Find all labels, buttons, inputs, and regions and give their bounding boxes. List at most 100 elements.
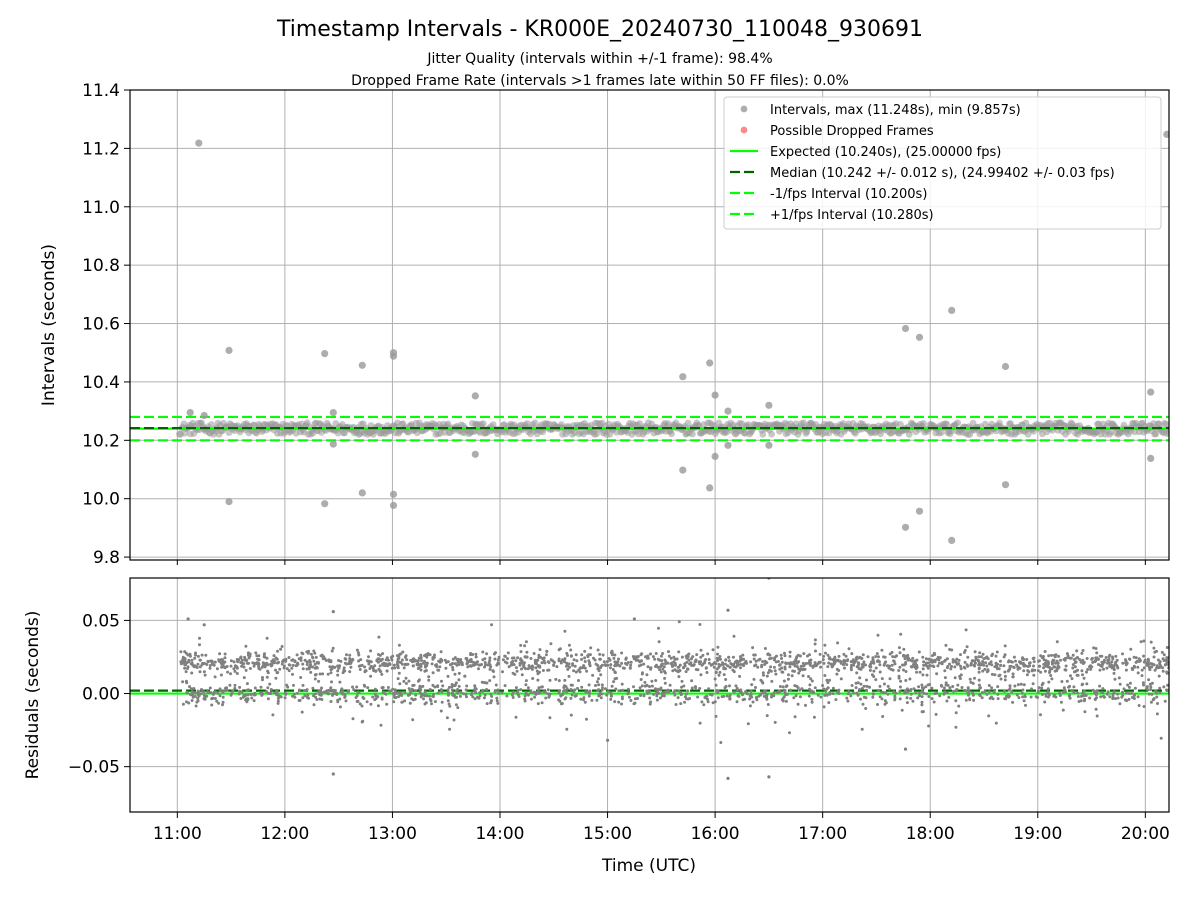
residual-point (1068, 656, 1072, 660)
residual-point (390, 658, 394, 662)
residual-point (451, 665, 455, 669)
residual-point (915, 663, 919, 667)
residual-point (265, 675, 269, 679)
residual-point (204, 653, 208, 657)
residual-point (654, 679, 658, 682)
residual-point (693, 660, 697, 664)
residual-point (552, 663, 556, 667)
residual-point (1157, 674, 1161, 678)
residual-point (483, 693, 487, 697)
residual-point (677, 650, 681, 654)
x-tick-label: 11:00 (153, 824, 202, 844)
residual-point (954, 699, 958, 703)
residual-point (331, 646, 335, 650)
residual-point (606, 663, 610, 667)
residual-point (748, 694, 752, 698)
residual-point (424, 701, 428, 705)
residual-point (420, 659, 423, 662)
residual-point (722, 667, 726, 671)
residual-point (588, 692, 591, 695)
residual-point (813, 638, 817, 642)
residual-point (330, 680, 333, 684)
residual-point (488, 656, 492, 660)
residual-point (868, 668, 872, 672)
residual-point (750, 683, 754, 687)
residual-point (1042, 666, 1046, 670)
residual-point (433, 685, 437, 689)
residual-point (224, 686, 227, 690)
residual-point (842, 652, 846, 656)
residual-point (1093, 660, 1097, 664)
residual-point (914, 667, 918, 671)
residual-point (1152, 646, 1156, 650)
residual-point (287, 669, 291, 673)
residual-point (661, 667, 665, 671)
residual-point (718, 655, 722, 658)
residual-point (1104, 656, 1108, 659)
residual-point (809, 658, 813, 662)
residual-point (870, 673, 874, 677)
residual-point (383, 692, 387, 695)
residual-point (909, 696, 913, 700)
top-y-tick-label: 10.2 (82, 431, 120, 451)
residual-point (790, 674, 794, 678)
residual-point (1081, 691, 1085, 695)
residual-point (1072, 685, 1076, 689)
residual-point (687, 658, 691, 662)
residual-point (937, 661, 941, 665)
residual-point (244, 644, 248, 648)
residual-point (355, 685, 359, 689)
residual-point (1113, 677, 1117, 681)
residual-point (1140, 668, 1144, 672)
residual-point (801, 674, 805, 678)
residual-point (955, 657, 959, 661)
residual-point (349, 665, 353, 669)
residual-point (1158, 686, 1162, 690)
residual-point (333, 691, 337, 695)
residual-point (717, 657, 721, 661)
residual-point (305, 688, 309, 692)
residual-point (754, 659, 758, 663)
residual-point (1088, 696, 1092, 700)
residual-point (933, 660, 937, 664)
residual-point (481, 650, 485, 654)
residual-point (400, 700, 404, 704)
residual-point (977, 655, 981, 659)
residual-point (765, 697, 769, 701)
residual-point (778, 685, 782, 688)
residual-point (735, 664, 739, 668)
residual-point (471, 695, 475, 699)
residual-point (1017, 696, 1021, 700)
residual-point (524, 683, 528, 687)
residual-point (976, 658, 980, 662)
residual-point (1036, 669, 1040, 673)
residual-point (598, 652, 602, 656)
residual-point (944, 643, 948, 647)
residual-point (346, 689, 350, 693)
residual-point (1110, 660, 1114, 664)
residual-point (1108, 695, 1112, 699)
residual-point (684, 670, 688, 674)
residual-point (540, 661, 544, 665)
residual-point (739, 688, 743, 692)
residual-point (821, 684, 825, 687)
residual-point (451, 692, 455, 696)
residual-point (858, 656, 862, 660)
residual-point (229, 672, 232, 676)
residual-point (945, 666, 949, 670)
residual-point (633, 697, 637, 701)
residual-point (887, 664, 891, 668)
residual-point (678, 663, 682, 667)
residual-point (729, 662, 733, 666)
residual-point (763, 691, 767, 695)
x-tick-label: 20:00 (1121, 824, 1170, 844)
interval-outlier (186, 409, 194, 417)
residual-point (617, 700, 621, 704)
residual-point (876, 633, 880, 637)
residual-point (196, 689, 200, 693)
residual-point (822, 661, 826, 665)
residual-point (385, 702, 389, 706)
residual-point (677, 620, 681, 624)
residual-point (205, 694, 209, 698)
residual-point (248, 667, 252, 670)
